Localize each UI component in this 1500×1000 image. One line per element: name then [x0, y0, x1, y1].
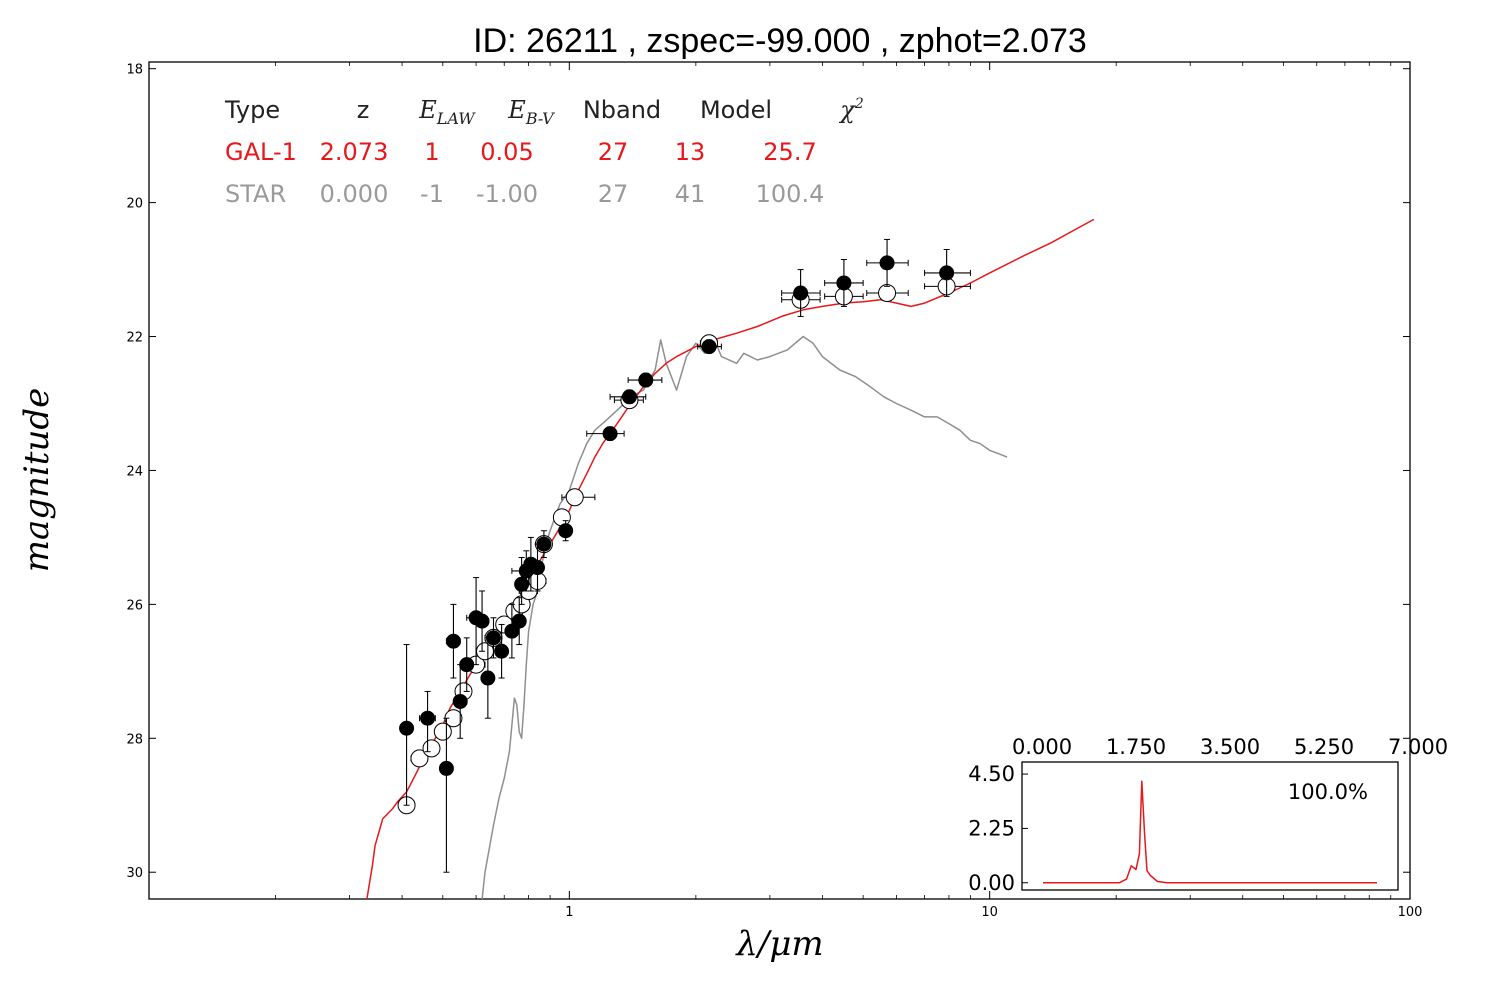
x-tick-label: 100	[1398, 905, 1423, 920]
model-point	[565, 488, 584, 507]
observed-point	[638, 372, 654, 388]
observed-point	[836, 275, 852, 291]
model-point	[433, 722, 452, 741]
observed-point	[793, 285, 809, 301]
observed-point	[438, 760, 454, 776]
main-plot: 18 20 22 24 26 28 30 1 10 100	[126, 61, 1423, 920]
table-header-chi2: χ2	[838, 96, 864, 124]
table-cell-type: STAR	[225, 180, 286, 208]
observed-point	[602, 426, 618, 442]
observed-point	[474, 613, 490, 629]
model-point	[552, 508, 571, 527]
main-plot-frame	[148, 61, 1411, 900]
observed-point	[536, 536, 552, 552]
observed-point	[485, 630, 501, 646]
inset-x-tick-label: 7.000	[1388, 735, 1448, 759]
table-header-elaw: ELAW	[418, 96, 476, 128]
inset-y-tick-label: 0.00	[968, 871, 1015, 895]
table-cell-ebv: 0.05	[480, 138, 533, 166]
observed-point	[701, 339, 717, 355]
inset-x-tick-label: 1.750	[1106, 735, 1166, 759]
table-header-model: Model	[700, 96, 772, 124]
inset-annotation: 100.0%	[1288, 780, 1368, 804]
table-header-type: Type	[224, 96, 280, 124]
galaxy-template-line	[366, 218, 1095, 900]
table-header-nband: Nband	[583, 96, 661, 124]
observed-point	[514, 576, 530, 592]
table-header-ebv: EB-V	[507, 96, 555, 128]
observed-point	[399, 720, 415, 736]
y-tick-label: 30	[126, 866, 143, 881]
y-axis-label: magnitude	[17, 388, 57, 573]
observed-point	[452, 693, 468, 709]
y-tick-label: 26	[126, 598, 143, 613]
inset-x-tick-label: 5.250	[1294, 735, 1354, 759]
table-cell-elaw: 1	[424, 138, 439, 166]
table-cell-nband: 27	[598, 180, 629, 208]
table-cell-type: GAL-1	[225, 138, 297, 166]
table-cell-nband: 27	[598, 138, 629, 166]
observed-point	[621, 389, 637, 405]
inset-pdf-line	[1043, 780, 1377, 884]
inset-y-tick-label: 4.50	[968, 762, 1015, 786]
observed-point	[420, 710, 436, 726]
observed-point	[494, 643, 510, 659]
redshift-pdf-inset: 100.0% 0.000 1.750 3.500 5.250 7.000 0.00 2.25…	[968, 735, 1448, 895]
y-tick-label: 20	[126, 197, 143, 212]
model-point	[410, 749, 429, 768]
table-cell-chi2: 25.7	[763, 138, 816, 166]
table-cell-elaw: -1	[420, 180, 444, 208]
model-point	[878, 284, 897, 303]
inset-frame	[1021, 761, 1399, 891]
y-tick-label: 28	[126, 732, 143, 747]
inset-y-tick-label: 2.25	[968, 816, 1015, 840]
inset-x-tick-label: 3.500	[1200, 735, 1260, 759]
x-tick-label: 10	[981, 905, 998, 920]
table-header-z: z	[357, 96, 370, 124]
observed-point	[480, 670, 496, 686]
table-cell-ebv: -1.00	[476, 180, 538, 208]
y-tick-label: 22	[126, 331, 143, 346]
table-cell-z: 0.000	[320, 180, 389, 208]
table-cell-z: 2.073	[320, 138, 389, 166]
table-cell-model: 13	[675, 138, 706, 166]
y-tick-label: 18	[126, 63, 143, 78]
table-cell-chi2: 100.4	[756, 180, 825, 208]
inset-x-tick-label: 0.000	[1012, 735, 1072, 759]
observed-point	[939, 265, 955, 281]
model-point	[422, 739, 441, 758]
fit-results-table: Type z ELAW EB-V Nband Model χ2 GAL-1 2.073 1 0.05…	[224, 96, 864, 208]
x-axis-label: λ/μm	[734, 924, 823, 964]
observed-point	[530, 560, 546, 576]
observed-point	[445, 633, 461, 649]
observed-point	[459, 657, 475, 673]
observed-point	[558, 523, 574, 539]
observed-point	[879, 255, 895, 271]
y-tick-label: 24	[126, 464, 143, 479]
chart-title: ID: 26211 , zspec=-99.000 , zphot=2.073	[473, 22, 1087, 60]
star-template-line	[481, 335, 1008, 900]
table-cell-model: 41	[675, 180, 706, 208]
x-tick-label: 1	[565, 905, 573, 920]
observed-point	[511, 613, 527, 629]
